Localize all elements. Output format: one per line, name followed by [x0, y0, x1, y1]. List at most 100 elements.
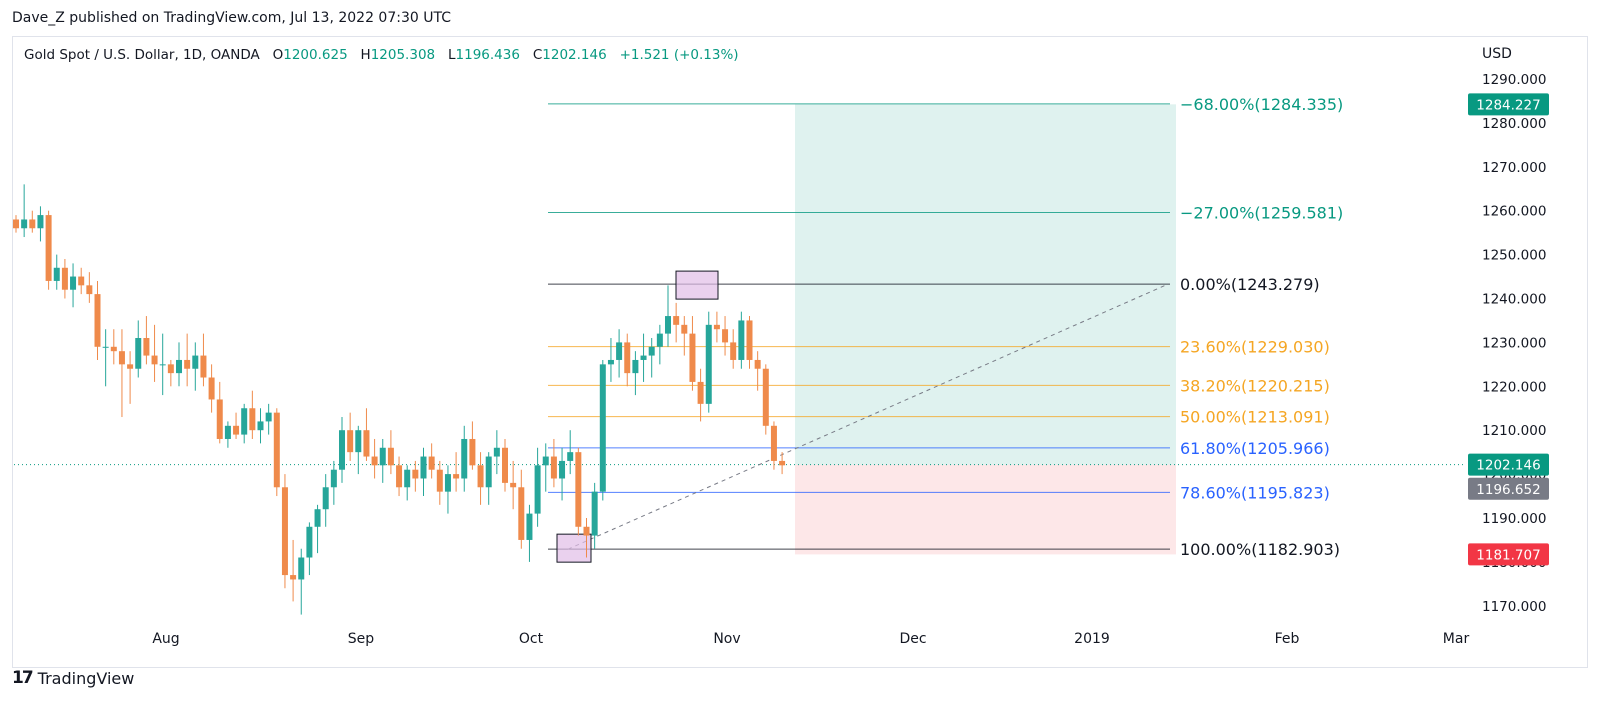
candle[interactable]	[151, 324, 158, 382]
candle[interactable]	[485, 452, 492, 505]
fib-trend-line[interactable]	[567, 283, 1169, 550]
candle[interactable]	[396, 456, 403, 497]
candle[interactable]	[249, 390, 256, 439]
candle[interactable]	[363, 408, 370, 461]
candle[interactable]	[13, 215, 19, 233]
candle[interactable]	[29, 210, 36, 233]
candle[interactable]	[607, 338, 614, 382]
candle[interactable]	[257, 408, 264, 444]
candle[interactable]	[665, 285, 671, 347]
candle[interactable]	[754, 351, 761, 391]
candle[interactable]	[37, 206, 44, 242]
candle[interactable]	[444, 465, 451, 514]
candle[interactable]	[347, 412, 354, 461]
candle[interactable]	[314, 504, 321, 554]
fibonacci-retracement[interactable]	[548, 103, 1170, 550]
candle[interactable]	[78, 267, 85, 295]
candle[interactable]	[143, 316, 150, 365]
candle[interactable]	[640, 333, 647, 382]
candle[interactable]	[281, 474, 288, 589]
candle[interactable]	[355, 425, 362, 475]
candle[interactable]	[290, 539, 297, 602]
candle[interactable]	[371, 438, 378, 479]
candle[interactable]	[192, 342, 199, 391]
swing-high-box[interactable]	[675, 270, 719, 300]
candle[interactable]	[167, 359, 174, 387]
candle[interactable]	[762, 364, 769, 435]
candle[interactable]	[575, 447, 582, 536]
candle[interactable]	[135, 320, 142, 378]
candle[interactable]	[94, 280, 101, 360]
candle[interactable]	[322, 474, 329, 527]
candle[interactable]	[510, 460, 517, 510]
candle[interactable]	[420, 447, 427, 497]
candle[interactable]	[477, 452, 484, 505]
candles-group[interactable]	[13, 184, 786, 615]
candle[interactable]	[689, 316, 696, 391]
candle[interactable]	[705, 311, 712, 413]
candle[interactable]	[404, 465, 411, 501]
candle[interactable]	[118, 329, 125, 418]
candle[interactable]	[428, 443, 435, 479]
candle[interactable]	[208, 364, 215, 413]
candle[interactable]	[599, 359, 606, 501]
candle[interactable]	[241, 403, 248, 444]
candle[interactable]	[176, 342, 182, 387]
candle[interactable]	[730, 329, 737, 369]
candle[interactable]	[298, 548, 305, 615]
candle[interactable]	[550, 438, 557, 488]
candle[interactable]	[526, 504, 533, 562]
candle[interactable]	[534, 447, 541, 527]
candle[interactable]	[656, 324, 663, 365]
candle[interactable]	[184, 333, 191, 387]
candle[interactable]	[624, 333, 631, 387]
candle[interactable]	[632, 351, 639, 396]
candle[interactable]	[45, 210, 52, 290]
candle[interactable]	[746, 316, 753, 369]
candle[interactable]	[110, 329, 117, 365]
candle[interactable]	[542, 443, 549, 492]
candle[interactable]	[567, 430, 574, 475]
candle[interactable]	[453, 452, 460, 492]
candle[interactable]	[436, 460, 443, 505]
candle[interactable]	[70, 263, 77, 308]
candle[interactable]	[559, 447, 566, 501]
candle[interactable]	[53, 254, 60, 290]
candle[interactable]	[127, 351, 134, 404]
candle[interactable]	[697, 368, 704, 422]
candle[interactable]	[493, 430, 500, 475]
candle[interactable]	[713, 311, 720, 343]
candle[interactable]	[86, 272, 93, 303]
stop-zone[interactable]	[795, 464, 1176, 555]
candle[interactable]	[330, 460, 337, 505]
candle[interactable]	[159, 333, 166, 396]
candle[interactable]	[673, 302, 680, 343]
candle[interactable]	[591, 482, 598, 549]
swing-low-box[interactable]	[556, 533, 592, 563]
candle[interactable]	[583, 518, 590, 558]
candle[interactable]	[21, 184, 28, 238]
candle[interactable]	[648, 338, 655, 378]
candle[interactable]	[681, 316, 688, 356]
candle[interactable]	[412, 460, 419, 492]
candle[interactable]	[102, 329, 109, 387]
candle[interactable]	[779, 452, 786, 475]
candle[interactable]	[469, 421, 476, 470]
candle[interactable]	[379, 438, 386, 483]
candle[interactable]	[738, 311, 745, 369]
candle[interactable]	[216, 381, 223, 444]
candle[interactable]	[233, 412, 240, 439]
candle[interactable]	[224, 421, 231, 448]
candle[interactable]	[387, 430, 394, 475]
candle[interactable]	[273, 408, 280, 497]
candle[interactable]	[61, 258, 68, 299]
footer-brand[interactable]: 17 TradingView	[12, 668, 134, 688]
chart-frame[interactable]	[12, 36, 1588, 668]
candle[interactable]	[200, 333, 207, 387]
price-axis[interactable]: 1290.000 1280.000 1270.000 1260.000 1250.000…	[1482, 72, 1546, 615]
candle[interactable]	[339, 417, 345, 483]
symbol-label[interactable]: Gold Spot / U.S. Dollar, 1D, OANDA	[24, 47, 260, 63]
candle[interactable]	[265, 403, 272, 435]
candle[interactable]	[502, 438, 508, 492]
time-axis[interactable]: Aug Sep Oct Nov Dec 2019 Feb Mar	[152, 631, 1469, 647]
